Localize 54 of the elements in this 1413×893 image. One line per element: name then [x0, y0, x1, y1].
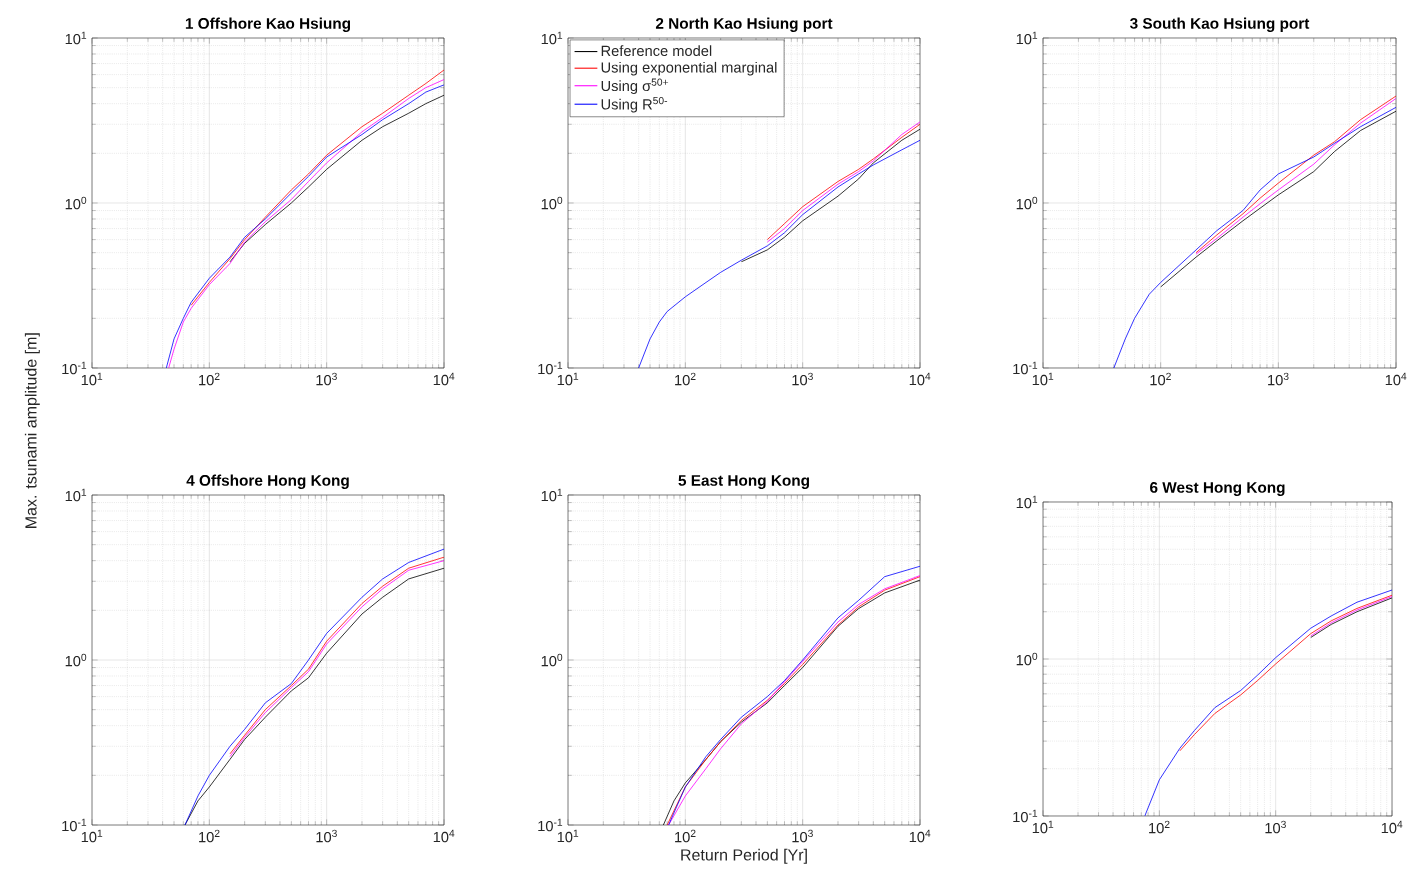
y-tick-label: 10$^{0}$ — [65, 196, 87, 210]
x-axis-title: Return Period [Yr] — [681, 848, 807, 864]
chart-title: 2 North Kao Hsiung port — [655, 17, 833, 32]
x-tick-label: 10$^{4}$ — [1385, 372, 1407, 386]
y-tick-label: 10$^{-1}$ — [62, 361, 87, 375]
x-tick-label: 10$^{3}$ — [316, 372, 337, 386]
x-tick-label: 10$^{4}$ — [909, 372, 931, 386]
x-tick-label: 10$^{3}$ — [792, 829, 813, 843]
x-tick-label: 10$^{2}$ — [1150, 372, 1171, 386]
x-tick-label: 10$^{1}$ — [557, 829, 579, 843]
chart-title: 5 East Hong Kong — [678, 475, 809, 489]
legend-label: Using R$^{50-}$ — [601, 96, 668, 113]
y-tick-label: 10$^{-1}$ — [1013, 361, 1038, 375]
y-axis-title: Max. tsunami amplitude [m] — [24, 333, 40, 528]
x-tick-label: 10$^{1}$ — [1032, 820, 1054, 834]
x-tick-label: 10$^{4}$ — [433, 372, 455, 386]
x-tick-label: 10$^{2}$ — [675, 829, 696, 843]
chart-title: 6 West Hong Kong — [1150, 482, 1285, 496]
y-tick-label: 10$^{1}$ — [541, 488, 563, 502]
x-tick-label: 10$^{2}$ — [675, 372, 696, 386]
chart-title: 1 Offshore Kao Hsiung — [185, 17, 351, 32]
y-tick-label: 10$^{-1}$ — [538, 361, 563, 375]
x-tick-label: 10$^{2}$ — [1149, 820, 1170, 834]
x-tick-label: 10$^{2}$ — [199, 372, 220, 386]
y-tick-label: 10$^{0}$ — [541, 196, 563, 210]
x-tick-label: 10$^{3}$ — [1265, 820, 1286, 834]
x-tick-label: 10$^{1}$ — [557, 372, 579, 386]
y-tick-label: 10$^{1}$ — [65, 31, 87, 45]
x-tick-label: 10$^{4}$ — [433, 829, 455, 843]
y-tick-label: 10$^{-1}$ — [1013, 809, 1038, 823]
y-tick-label: 10$^{1}$ — [1016, 31, 1038, 45]
y-tick-label: 10$^{0}$ — [541, 653, 563, 667]
y-tick-label: 10$^{1}$ — [541, 31, 563, 45]
x-tick-label: 10$^{4}$ — [909, 829, 931, 843]
x-tick-label: 10$^{3}$ — [1268, 372, 1289, 386]
x-tick-label: 10$^{3}$ — [792, 372, 813, 386]
chart-title: 4 Offshore Hong Kong — [186, 474, 349, 489]
y-tick-label: 10$^{1}$ — [65, 488, 87, 502]
y-tick-label: 10$^{0}$ — [1016, 196, 1038, 210]
y-tick-label: 10$^{1}$ — [1016, 495, 1038, 509]
y-tick-label: 10$^{-1}$ — [538, 818, 563, 832]
y-tick-label: 10$^{-1}$ — [62, 818, 87, 832]
x-tick-label: 10$^{3}$ — [316, 829, 337, 843]
x-tick-label: 10$^{1}$ — [81, 829, 103, 843]
x-tick-label: 10$^{4}$ — [1381, 820, 1403, 834]
y-tick-label: 10$^{0}$ — [65, 653, 87, 667]
y-tick-label: 10$^{0}$ — [1016, 652, 1038, 666]
chart-title: 3 South Kao Hsiung port — [1130, 17, 1310, 32]
legend-label: Using exponential marginal — [601, 61, 777, 76]
x-tick-label: 10$^{1}$ — [81, 372, 103, 386]
legend-label: Reference model — [601, 45, 712, 57]
x-tick-label: 10$^{1}$ — [1032, 372, 1054, 386]
x-tick-label: 10$^{2}$ — [199, 829, 220, 843]
legend-label: Using σ$^{50+}$ — [601, 78, 669, 94]
